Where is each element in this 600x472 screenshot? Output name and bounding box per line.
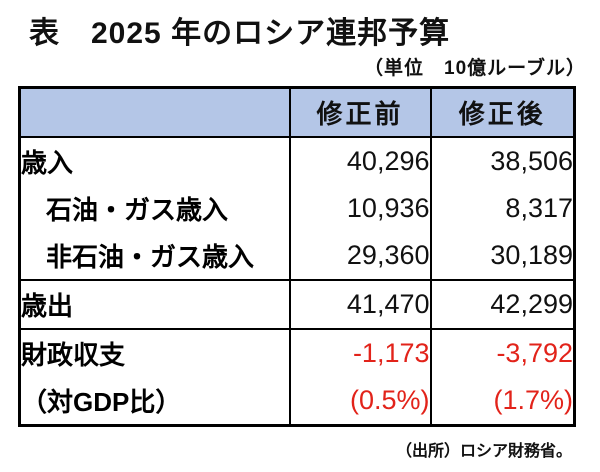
budget-table: 修正前 修正後 歳入 40,296 38,506 石油・ガス歳入 10,936 … bbox=[18, 86, 576, 427]
value-before: 41,470 bbox=[288, 280, 431, 329]
value-before: -1,173 bbox=[288, 329, 431, 377]
row-label: （対GDP比） bbox=[21, 387, 182, 417]
table-row-non-oil-gas-revenue: 非石油・ガス歳入 29,360 30,189 bbox=[20, 232, 575, 280]
row-label: 歳出 bbox=[21, 291, 74, 321]
value-after: 42,299 bbox=[429, 280, 575, 329]
column-header-after-revision: 修正後 bbox=[429, 87, 575, 138]
table-row-gdp-ratio: （対GDP比） (0.5%) (1.7%) bbox=[20, 377, 575, 426]
row-label: 歳入 bbox=[21, 148, 74, 178]
value-after: 30,189 bbox=[429, 232, 575, 280]
value-after: -3,792 bbox=[429, 329, 575, 377]
row-label: 非石油・ガス歳入 bbox=[46, 242, 255, 272]
table-row-fiscal-balance: 財政収支 -1,173 -3,792 bbox=[19, 329, 575, 377]
source-note: （出所）ロシア財務省。 bbox=[395, 443, 572, 460]
value-after: 8,317 bbox=[429, 185, 575, 232]
table-row-oil-gas-revenue: 石油・ガス歳入 10,936 8,317 bbox=[20, 185, 575, 232]
table-header-row: 修正前 修正後 bbox=[19, 87, 575, 138]
row-label: 財政収支 bbox=[21, 340, 126, 370]
value-after: (1.7%) bbox=[429, 377, 575, 426]
value-before: (0.5%) bbox=[288, 377, 431, 426]
table-row-expenditure: 歳出 41,470 42,299 bbox=[19, 280, 575, 329]
value-after: 38,506 bbox=[429, 137, 575, 185]
unit-note: （単位 10億ルーブル） bbox=[364, 58, 586, 79]
table-row-revenue: 歳入 40,296 38,506 bbox=[20, 137, 575, 185]
value-before: 40,296 bbox=[288, 137, 431, 185]
value-before: 29,360 bbox=[288, 232, 431, 280]
column-header-before-revision: 修正前 bbox=[288, 87, 431, 138]
column-header-blank bbox=[19, 87, 290, 138]
row-label: 石油・ガス歳入 bbox=[46, 195, 229, 225]
value-before: 10,936 bbox=[288, 185, 431, 232]
page-title: 表 2025 年のロシア連邦予算 bbox=[29, 17, 451, 50]
